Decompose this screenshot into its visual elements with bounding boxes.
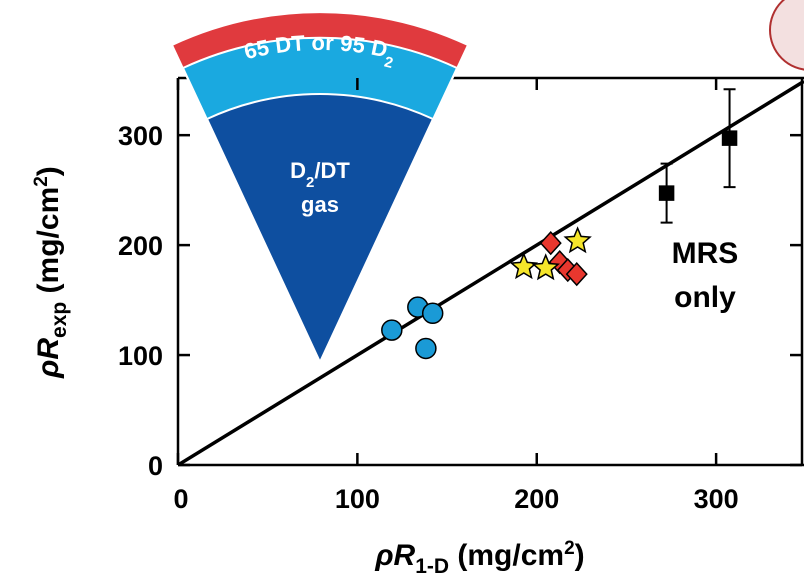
point — [382, 320, 402, 340]
label-close: ) — [32, 166, 65, 176]
label-unit: (mg/cm — [449, 539, 564, 572]
label-main: ρR — [32, 338, 65, 379]
point — [423, 303, 443, 323]
y-tick-label: 100 — [118, 341, 163, 371]
x-tick-label: 300 — [694, 484, 739, 514]
inner-label: gas — [301, 192, 339, 217]
label-unit: (mg/cm — [32, 187, 65, 302]
x-tick-label: 200 — [514, 484, 559, 514]
label-sup: 2 — [564, 538, 575, 559]
y-axis-label: ρRexp (mg/cm2) — [31, 166, 71, 379]
point — [723, 131, 737, 145]
y-tick-label: 300 — [118, 121, 163, 151]
point — [541, 232, 561, 254]
x-axis-label: ρR1-D (mg/cm2) — [374, 538, 584, 578]
annotation: MRS — [672, 237, 739, 270]
y-tick-label: 0 — [148, 451, 163, 481]
annotation: only — [674, 281, 736, 314]
label-sub: exp — [48, 302, 71, 338]
chart: 5–10 μm CD 65 DT or 95 D2 D2/DT gas MRS … — [0, 0, 804, 581]
layer-label: 5–10 μm CD — [254, 0, 386, 10]
label-main: ρR — [374, 539, 415, 572]
inner-text: /DT — [314, 158, 350, 183]
label-sup: 2 — [31, 176, 52, 187]
label-sub: 1-D — [415, 555, 449, 578]
label-close: ) — [575, 539, 585, 572]
point — [416, 338, 436, 358]
x-tick-label: 0 — [173, 484, 188, 514]
point — [565, 228, 590, 252]
logo — [770, 0, 804, 70]
outer-label: 5–10 μm CD — [254, 0, 386, 10]
y-tick-label: 200 — [118, 231, 163, 261]
x-tick-label: 100 — [335, 484, 380, 514]
inner-sub: 2 — [306, 174, 314, 191]
inner-text: D — [290, 158, 306, 183]
point — [660, 186, 674, 200]
